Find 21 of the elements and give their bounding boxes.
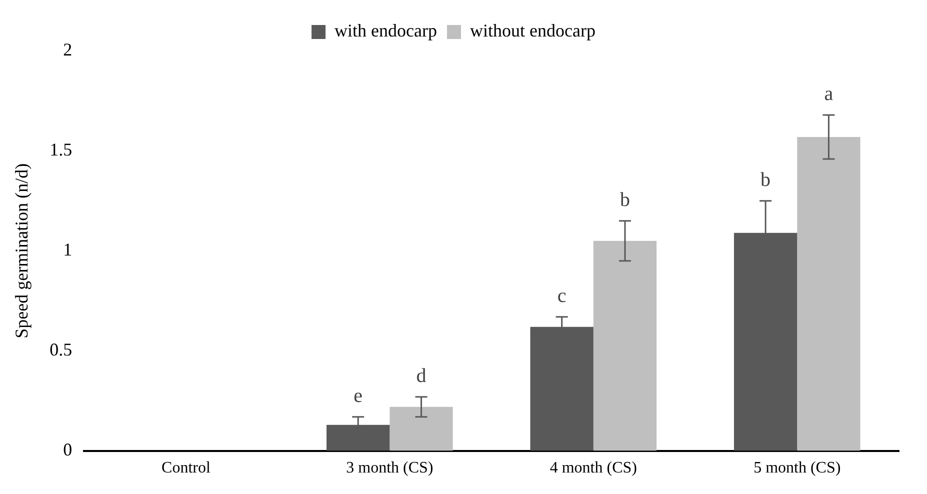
data-label: c	[557, 285, 566, 308]
x-tick-label: 4 month (CS)	[550, 460, 637, 477]
data-label: a	[824, 83, 834, 106]
y-tick-label: 1	[63, 240, 72, 260]
y-axis-title: Speed germination (n/d)	[12, 163, 32, 338]
y-tick-label: 1.5	[50, 140, 72, 160]
x-tick-label: 5 month (CS)	[754, 460, 841, 477]
data-label: b	[620, 189, 630, 212]
x-tick-label: 3 month (CS)	[346, 460, 434, 477]
bar	[593, 240, 657, 451]
legend-label: with endocarp	[334, 20, 438, 41]
y-tick-label: 0	[63, 440, 72, 460]
bar	[797, 136, 860, 451]
y-tick-label: 2	[63, 40, 72, 60]
legend-label: without endocarp	[470, 20, 596, 41]
data-label: b	[760, 169, 771, 192]
bar	[390, 406, 453, 451]
y-tick-label: 0.5	[50, 340, 72, 360]
x-tick-label: Control	[162, 460, 211, 477]
data-label: d	[416, 365, 426, 388]
data-label: e	[354, 385, 363, 408]
